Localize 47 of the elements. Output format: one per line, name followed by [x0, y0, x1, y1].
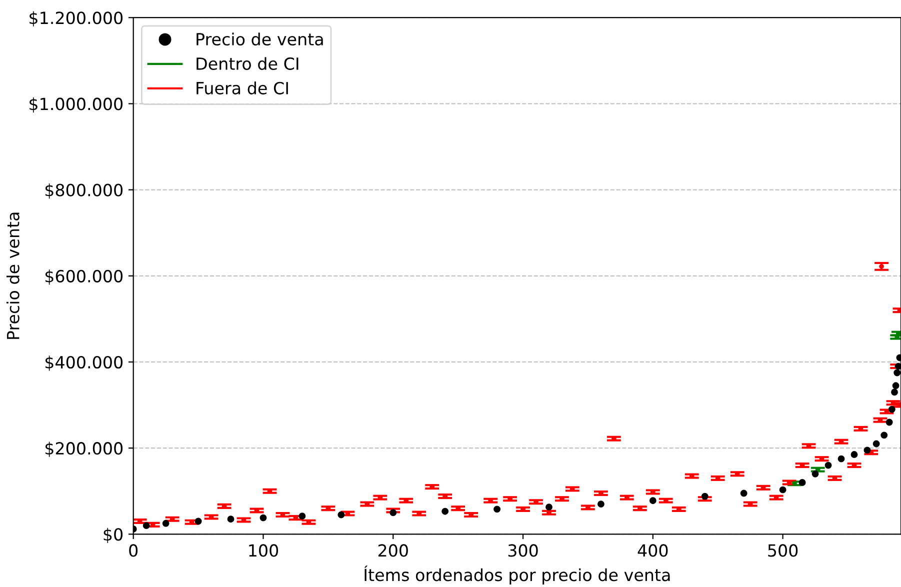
- point: [872, 440, 880, 448]
- legend-label: Fuera de CI: [196, 82, 288, 94]
- point: [779, 486, 786, 494]
- x-tick-label: 100: [249, 544, 278, 557]
- y-tick-label: $200.000: [45, 442, 123, 457]
- y-tick-label: $800.000: [45, 183, 123, 199]
- point: [888, 406, 896, 413]
- point: [338, 511, 345, 518]
- point: [891, 388, 898, 396]
- y-tick-label: $0: [104, 528, 123, 543]
- point: [494, 506, 501, 513]
- x-tick-label: 500: [768, 544, 798, 557]
- y-tick-label: $1.000.000: [30, 97, 123, 112]
- point: [194, 518, 202, 525]
- x-axis-title: Ítems ordenados por precio de venta: [364, 566, 670, 584]
- y-axis-title: Precio de venta: [6, 212, 20, 339]
- point: [298, 512, 306, 520]
- x-tick-label: 200: [378, 544, 408, 557]
- point: [142, 522, 150, 530]
- point: [798, 479, 806, 486]
- x-tick-label: 400: [638, 544, 668, 557]
- y-tick-label: $1.200.000: [30, 11, 123, 26]
- y-tick-label: $400.000: [45, 356, 123, 371]
- point: [227, 516, 234, 523]
- point: [880, 432, 888, 439]
- point: [886, 418, 893, 426]
- point: [649, 497, 656, 504]
- point: [850, 451, 858, 458]
- point: [546, 504, 552, 511]
- point: [260, 514, 267, 522]
- point: [390, 509, 397, 516]
- y-tick-label: $600.000: [45, 270, 123, 285]
- point: [824, 462, 832, 469]
- point: [740, 490, 748, 497]
- point: [597, 500, 604, 508]
- legend-label: Precio de venta: [196, 32, 323, 46]
- point: [701, 492, 708, 500]
- x-tick-label: 300: [508, 544, 538, 557]
- point: [442, 508, 449, 515]
- point: [894, 369, 901, 376]
- x-tick-label: 0: [129, 544, 138, 557]
- point: [864, 446, 871, 454]
- point: [162, 520, 170, 527]
- point: [838, 455, 845, 462]
- legend-label: Dentro de CI: [196, 57, 298, 70]
- point: [812, 470, 819, 478]
- point: [892, 382, 900, 390]
